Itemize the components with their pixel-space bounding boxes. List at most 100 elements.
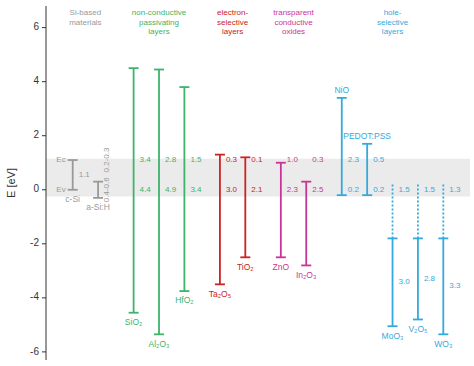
range-bar: [442, 238, 444, 334]
range-cap-low: [68, 189, 78, 191]
category-label: ZnO: [273, 262, 290, 272]
offset-label: 2.5: [312, 185, 324, 194]
dotted-range: [442, 184, 444, 239]
range-cap-high: [154, 69, 164, 71]
category-label: a-Si:H: [86, 202, 110, 212]
range-cap-low: [129, 312, 139, 314]
offset-label: 2.8: [165, 155, 177, 164]
gap-label: 2.8: [424, 274, 436, 283]
offset-label: 1.0: [287, 155, 299, 164]
category-label: SiO₂: [125, 317, 142, 327]
offset-label: 1.5: [399, 185, 411, 194]
edge-label: Ev: [56, 185, 65, 194]
category-label: NiO: [334, 85, 349, 95]
range-bar: [280, 163, 282, 258]
category-label: Al₂O₃: [149, 339, 170, 349]
range-cap-low: [276, 256, 286, 258]
tick: [42, 243, 46, 244]
range-cap-high: [276, 162, 286, 164]
tick-label: 0: [33, 183, 39, 194]
range-cap-low: [301, 265, 311, 267]
range-cap-low: [215, 283, 225, 285]
gap-label: 0.4-0.6: [102, 177, 111, 202]
offset-label: 1.5: [424, 185, 436, 194]
range-cap-high: [388, 237, 398, 239]
offset-label: 2.3: [348, 155, 360, 164]
range-bar: [72, 160, 74, 190]
tick: [42, 81, 46, 82]
plot-area: [46, 68, 470, 334]
gap-label: 1.1: [79, 170, 91, 179]
range-bar: [158, 70, 160, 335]
tick: [42, 135, 46, 136]
range-cap-high: [413, 237, 423, 239]
offset-label: 0.3: [312, 155, 324, 164]
group-header: non-conductivepassivatinglayers: [132, 8, 187, 36]
tick-label: 4: [33, 75, 39, 86]
range-cap-low: [438, 333, 448, 335]
tick: [42, 27, 46, 28]
range-bar: [244, 157, 246, 257]
category-label: PEDOT:PSS: [343, 131, 391, 141]
range-bar: [366, 144, 368, 195]
tick-label: 2: [33, 129, 39, 140]
offset-label: 0.2: [373, 185, 385, 194]
range-cap-low: [240, 256, 250, 258]
category-label: HfO₂: [175, 295, 193, 305]
range-bar: [341, 98, 343, 195]
tick-label: -2: [30, 237, 39, 248]
range-cap-high: [240, 156, 250, 158]
range-cap-high: [438, 237, 448, 239]
range-cap-low: [362, 194, 372, 196]
dotted-range: [392, 184, 394, 239]
range-bar: [305, 182, 307, 266]
tick-label: -6: [30, 346, 39, 357]
dotted-range: [417, 184, 419, 239]
category-label: c-Si: [65, 194, 80, 204]
range-bar: [392, 238, 394, 326]
category-label: TiO₂: [237, 262, 254, 272]
range-bar: [219, 155, 221, 285]
offset-label: 0.5: [373, 155, 385, 164]
range-cap-high: [362, 143, 372, 145]
range-bar: [417, 238, 419, 319]
offset-label: 0.3: [226, 155, 238, 164]
chart: -6-4-20246E [eV]EcEv1.1c-Si0.2-0.30.4-0.…: [0, 0, 474, 366]
range-bar: [97, 182, 99, 198]
range-cap-high: [129, 67, 139, 69]
offset-label: 2.1: [251, 185, 263, 194]
tick: [42, 297, 46, 298]
offset-label: 0.2: [348, 185, 360, 194]
offset-label: 3.0: [226, 185, 238, 194]
tick-label: 6: [33, 21, 39, 32]
gap-label: 3.0: [399, 277, 411, 286]
category-label: WO₃: [434, 339, 452, 349]
offset-label: 4.9: [165, 185, 177, 194]
range-bar: [133, 68, 135, 313]
offset-label: 0.2-0.3: [102, 147, 111, 172]
axis-line: [46, 6, 47, 360]
category-label: V₂O₅: [408, 324, 427, 334]
range-cap-high: [301, 181, 311, 183]
range-bar: [183, 87, 185, 291]
range-cap-high: [215, 154, 225, 156]
offset-label: 1.5: [190, 155, 202, 164]
tick-label: -4: [30, 291, 39, 302]
range-cap-low: [154, 333, 164, 335]
range-cap-low: [413, 319, 423, 321]
gap-label: 3.3: [449, 281, 461, 290]
offset-label: 3.4: [140, 155, 152, 164]
range-cap-low: [388, 325, 398, 327]
group-header: electron-selectivelayers: [217, 8, 249, 36]
axis-label: E [eV]: [5, 168, 17, 198]
range-cap-low: [337, 194, 347, 196]
group-header: transparentconductiveoxides: [273, 8, 314, 36]
category-label: MoO₃: [382, 331, 404, 341]
range-cap-low: [179, 290, 189, 292]
offset-label: 2.3: [287, 185, 299, 194]
offset-label: 3.4: [190, 185, 202, 194]
category-label: Ta₂O₅: [209, 289, 231, 299]
offset-label: 4.4: [140, 185, 152, 194]
labels: EcEv1.1c-Si0.2-0.30.4-0.6a-Si:H3.44.4SiO…: [56, 8, 461, 349]
category-label: In₂O₃: [296, 270, 316, 280]
